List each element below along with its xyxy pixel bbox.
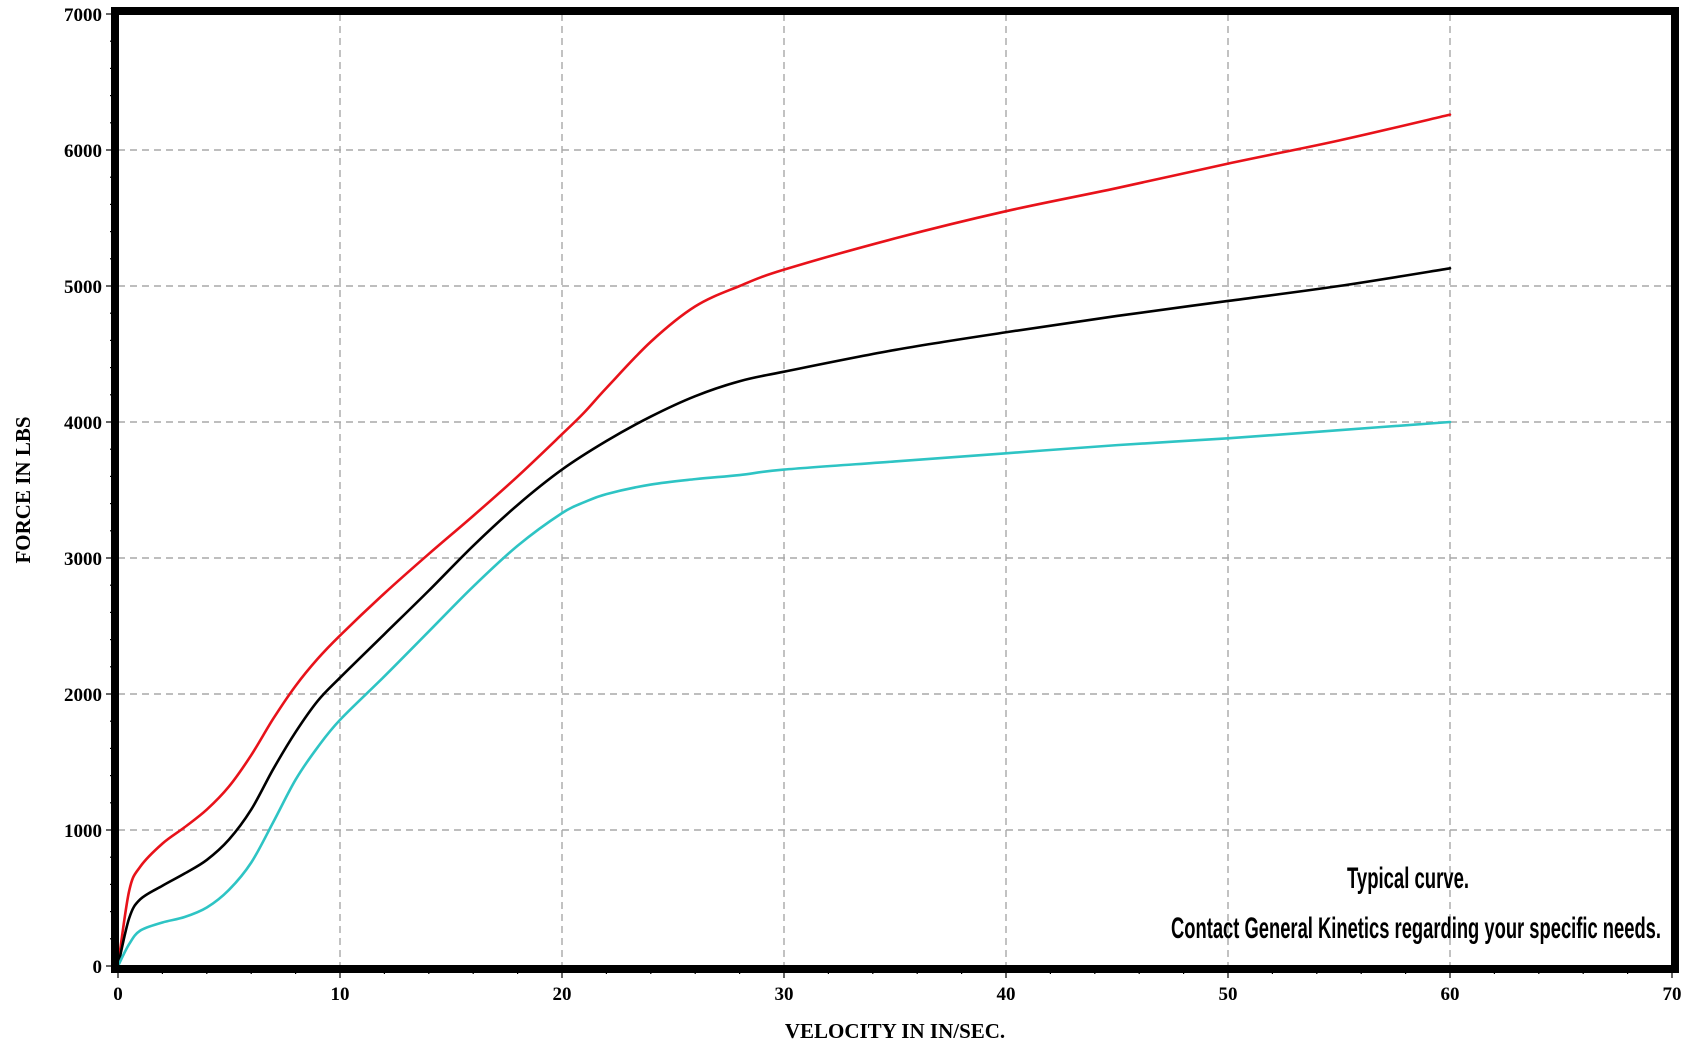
y-tick-label: 3000 [64,549,102,570]
y-tick-label: 1000 [64,821,102,842]
series-line-2 [116,267,1452,968]
x-tick-label: 40 [997,984,1016,1005]
y-tick-label: 2000 [64,685,102,706]
x-tick-label: 0 [113,984,123,1005]
y-tick-label: 5000 [64,277,102,298]
series-line-3 [116,420,1452,968]
y-tick-label: 4000 [64,413,102,434]
x-tick-label: 70 [1663,984,1682,1005]
x-axis-title: VELOCITY IN IN/SEC. [785,1019,1005,1043]
plot-frame [111,7,1679,973]
annotation-contact-note: Contact General Kinetics regarding your … [1171,912,1661,945]
x-tick-label: 50 [1219,984,1238,1005]
annotation-typical-curve: Typical curve. [1347,862,1469,895]
y-tick-label: 6000 [64,141,102,162]
x-tick-label: 30 [775,984,794,1005]
x-tick-label: 20 [553,984,572,1005]
x-tick-label: 60 [1441,984,1460,1005]
grid-lines [118,14,1672,966]
y-tick-label: 7000 [64,5,102,26]
axis-ticks: 0 10 20 30 40 50 60 70 0 1000 2000 3000 4000 5000 6000… [64,5,1682,1005]
series-line-1 [116,113,1452,968]
x-tick-label: 10 [331,984,350,1005]
data-series [116,113,1452,968]
y-tick-label: 0 [93,957,103,978]
y-axis-title: FORCE IN LBS [11,416,35,563]
